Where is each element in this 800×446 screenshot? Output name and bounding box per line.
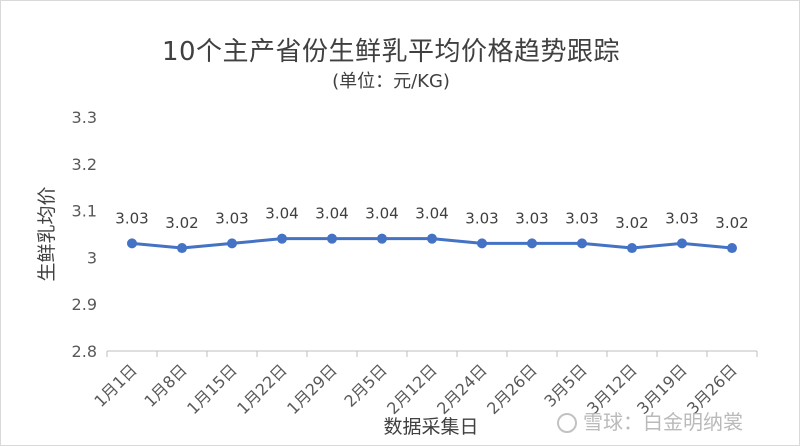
x-tick-label: 1月29日 bbox=[283, 360, 341, 418]
data-point bbox=[427, 233, 437, 244]
data-label: 3.02 bbox=[615, 214, 648, 232]
y-tick-label: 3.1 bbox=[72, 202, 97, 221]
data-point bbox=[227, 238, 237, 249]
y-axis-title: 生鲜乳均价 bbox=[36, 186, 58, 281]
x-tick-label: 2月26日 bbox=[483, 360, 541, 418]
data-point bbox=[177, 243, 187, 254]
data-label: 3.04 bbox=[265, 205, 298, 223]
chart-subtitle: (单位：元/KG) bbox=[332, 71, 450, 92]
x-tick-label: 2月24日 bbox=[433, 360, 491, 418]
series-points bbox=[127, 233, 737, 254]
data-label: 3.04 bbox=[365, 205, 398, 223]
data-label: 3.04 bbox=[315, 205, 348, 223]
data-label: 3.03 bbox=[115, 209, 148, 227]
watermark-text: 雪球：白金明纳裳 bbox=[583, 410, 743, 434]
data-labels: 3.03 3.02 3.03 3.04 3.04 3.04 3.04 3.03 3.03 3.03… bbox=[115, 205, 748, 232]
data-point bbox=[627, 243, 637, 254]
x-tick-label: 1月1日 bbox=[90, 360, 140, 410]
data-label: 3.03 bbox=[665, 209, 698, 227]
data-label: 3.02 bbox=[165, 214, 198, 232]
x-axis-title: 数据采集日 bbox=[383, 416, 478, 438]
data-point bbox=[477, 238, 487, 249]
y-tick-label: 2.9 bbox=[72, 295, 97, 314]
data-point bbox=[577, 238, 587, 249]
x-tick-label: 1月15日 bbox=[183, 360, 241, 418]
data-label: 3.03 bbox=[465, 209, 498, 227]
x-tick-label: 2月12日 bbox=[383, 360, 441, 418]
data-point bbox=[127, 238, 137, 249]
snowball-logo-icon bbox=[557, 413, 577, 433]
data-label: 3.03 bbox=[215, 209, 248, 227]
data-point bbox=[677, 238, 687, 249]
y-tick-label: 3.2 bbox=[72, 155, 97, 174]
data-point bbox=[277, 233, 287, 244]
data-label: 3.03 bbox=[565, 209, 598, 227]
data-point bbox=[377, 233, 387, 244]
y-tick-labels: 2.8 2.9 3 3.1 3.2 3.3 bbox=[72, 108, 97, 361]
data-label: 3.04 bbox=[415, 205, 448, 223]
y-tick-label: 2.8 bbox=[72, 342, 97, 361]
data-point bbox=[727, 243, 737, 254]
y-tick-label: 3.3 bbox=[72, 108, 97, 127]
data-point bbox=[327, 233, 337, 244]
data-label: 3.02 bbox=[715, 214, 748, 232]
data-label: 3.03 bbox=[515, 209, 548, 227]
y-tick-label: 3 bbox=[87, 248, 97, 267]
axes bbox=[106, 350, 758, 357]
data-point bbox=[527, 238, 537, 249]
x-tick-label: 1月22日 bbox=[233, 360, 291, 418]
watermark: 雪球：白金明纳裳 bbox=[557, 406, 743, 435]
chart-title: 10个主产省份生鲜乳平均价格趋势跟踪 bbox=[161, 37, 621, 67]
